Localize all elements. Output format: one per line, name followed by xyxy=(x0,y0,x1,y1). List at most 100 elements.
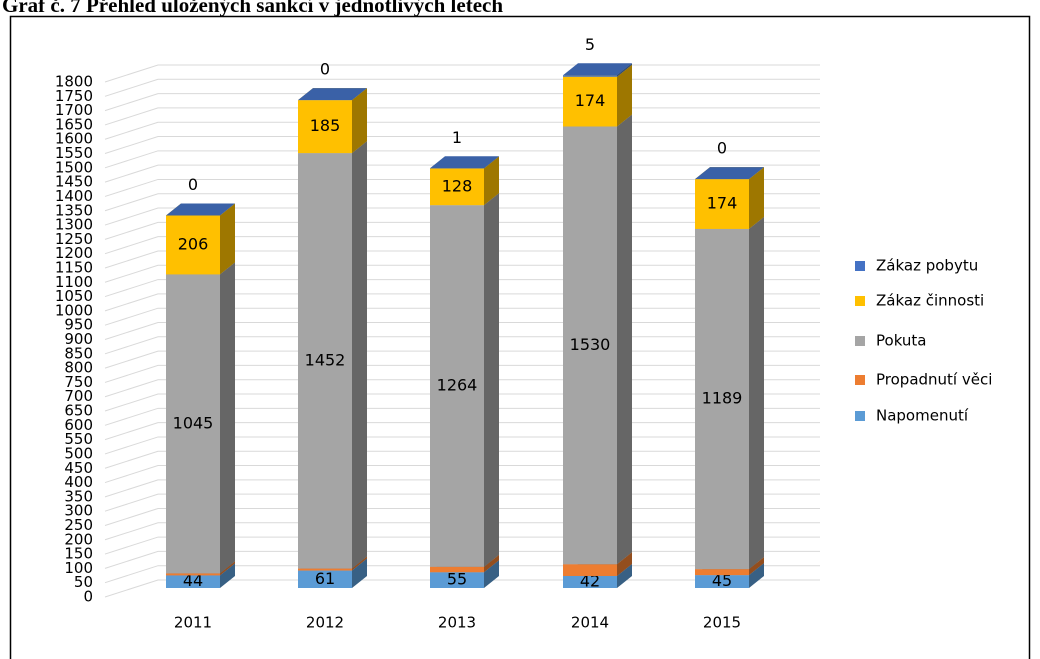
chart-title: Graf č. 7 Přehled uložených sankcí v jed… xyxy=(2,0,503,17)
data-label: 128 xyxy=(442,176,473,195)
y-tick-label: 1300 xyxy=(55,216,93,234)
bar-segment-side xyxy=(484,156,499,206)
bar-segment xyxy=(298,568,352,571)
y-tick-label: 350 xyxy=(64,487,93,505)
legend-swatch xyxy=(855,336,865,346)
y-tick-label: 450 xyxy=(64,459,93,477)
data-label: 174 xyxy=(707,194,738,213)
bar-segment-top xyxy=(695,167,764,180)
bar-segment-side xyxy=(617,114,632,565)
bar-segment xyxy=(430,572,484,588)
bar-segment-side xyxy=(617,552,632,576)
y-tick-label: 1600 xyxy=(55,130,93,148)
data-label: 1 xyxy=(452,128,462,147)
data-label: 61 xyxy=(315,569,335,588)
data-label: 55 xyxy=(447,570,467,589)
bar-segment xyxy=(563,76,617,127)
legend-label: Napomenutí xyxy=(876,407,969,425)
data-label: 0 xyxy=(320,60,330,79)
y-tick-label: 250 xyxy=(64,516,93,534)
data-label: 0 xyxy=(717,139,727,158)
y-tick-label: 850 xyxy=(64,344,93,362)
bar-segment-side xyxy=(749,563,764,588)
y-tick-label: 1450 xyxy=(55,173,93,191)
bar-segment xyxy=(166,573,220,576)
x-tick-label: 2012 xyxy=(306,614,344,632)
y-tick-label: 650 xyxy=(64,402,93,420)
data-label: 206 xyxy=(178,234,209,253)
bar-segment-side xyxy=(484,156,499,169)
y-tick-label: 1650 xyxy=(55,115,93,133)
bar-segment-side xyxy=(749,216,764,570)
y-tick-label: 400 xyxy=(64,473,93,491)
bar-segment xyxy=(430,205,484,567)
y-tick-label: 900 xyxy=(64,330,93,348)
legend-swatch xyxy=(855,375,865,385)
legend-swatch xyxy=(855,296,865,306)
y-tick-label: 700 xyxy=(64,387,93,405)
y-tick-label: 1000 xyxy=(55,301,93,319)
y-tick-label: 1200 xyxy=(55,244,93,262)
bar-segment-top xyxy=(563,63,632,76)
bar-segment-side xyxy=(220,563,235,588)
y-tick-label: 1400 xyxy=(55,187,93,205)
bar-segment-side xyxy=(484,193,499,567)
bar-segment-side xyxy=(484,560,499,588)
y-tick-label: 1550 xyxy=(55,144,93,162)
y-tick-label: 50 xyxy=(74,573,93,591)
bar-segment xyxy=(298,100,352,154)
y-tick-label: 1750 xyxy=(55,87,93,105)
data-label: 1189 xyxy=(702,389,743,408)
data-label: 1045 xyxy=(173,413,214,432)
bar-segment xyxy=(430,168,484,206)
x-tick-label: 2013 xyxy=(438,614,476,632)
bar-segment-side xyxy=(352,558,367,588)
bar-segment-side xyxy=(749,167,764,229)
bar-segment xyxy=(563,564,617,576)
data-label: 1452 xyxy=(305,350,346,369)
y-tick-label: 550 xyxy=(64,430,93,448)
bar-segment xyxy=(166,575,220,588)
data-label: 45 xyxy=(712,571,732,590)
bar-segment-side xyxy=(220,262,235,574)
data-label: 185 xyxy=(310,116,341,135)
y-tick-label: 500 xyxy=(64,444,93,462)
y-tick-label: 800 xyxy=(64,359,93,377)
bar-segment xyxy=(563,75,617,77)
legend-swatch xyxy=(855,261,865,271)
bar-segment-top xyxy=(166,203,235,216)
bar-segment-top xyxy=(430,156,499,169)
x-tick-label: 2014 xyxy=(571,614,609,632)
y-tick-label: 1500 xyxy=(55,158,93,176)
bar-segment-side xyxy=(484,554,499,573)
data-label: 174 xyxy=(575,91,606,110)
data-label: 1264 xyxy=(437,376,478,395)
bar-segment-side xyxy=(352,556,367,571)
y-tick-label: 0 xyxy=(83,588,93,606)
legend-label: Zákaz pobytu xyxy=(876,257,978,275)
bar-segment-top xyxy=(298,88,367,101)
x-tick-label: 2011 xyxy=(174,614,212,632)
bar-segment-side xyxy=(352,88,367,154)
y-tick-label: 1350 xyxy=(55,201,93,219)
bar-segment xyxy=(166,215,220,275)
bar-segment xyxy=(298,570,352,588)
bar-segment xyxy=(695,575,749,588)
data-label: 42 xyxy=(580,571,600,590)
bar-segment xyxy=(563,126,617,565)
bar-segment xyxy=(563,575,617,588)
data-label: 0 xyxy=(188,175,198,194)
y-tick-label: 600 xyxy=(64,416,93,434)
data-label: 44 xyxy=(183,571,203,590)
bar-segment-side xyxy=(220,203,235,275)
bar-segment-side xyxy=(617,63,632,77)
y-tick-label: 100 xyxy=(64,559,93,577)
y-tick-label: 750 xyxy=(64,373,93,391)
bar-segment-side xyxy=(352,141,367,569)
y-tick-label: 1250 xyxy=(55,230,93,248)
legend-label: Zákaz činnosti xyxy=(876,292,984,310)
bar-segment xyxy=(695,569,749,576)
y-tick-label: 150 xyxy=(64,545,93,563)
legend-label: Pokuta xyxy=(876,332,927,350)
